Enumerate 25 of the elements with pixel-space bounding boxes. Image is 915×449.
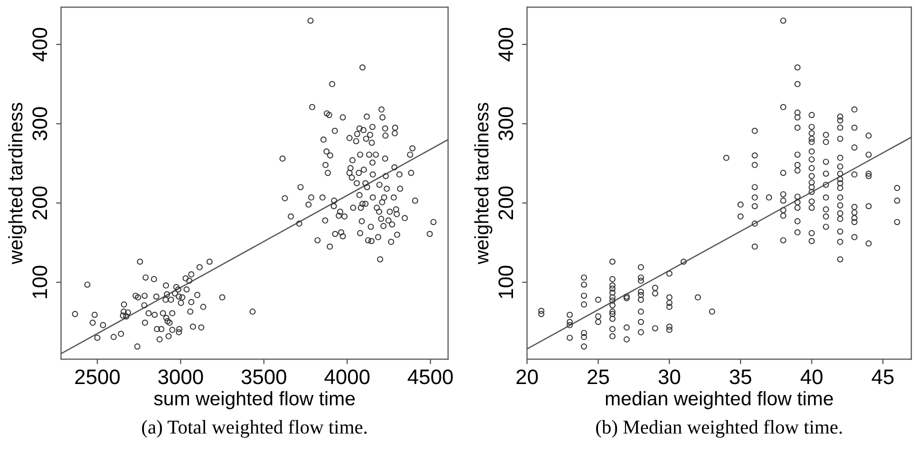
y-tick-label: 300 xyxy=(32,107,48,140)
y-tick-label: 400 xyxy=(32,28,48,62)
y-tick-label: 100 xyxy=(498,266,514,298)
x-tick-label: 20 xyxy=(516,369,538,384)
x-tick-label: 2500 xyxy=(75,369,120,384)
x-tick-label: 4000 xyxy=(324,369,370,384)
x-tick-label: 45 xyxy=(872,370,894,384)
x-axis-title: median weighted flow time xyxy=(606,391,833,410)
x-tick-label: 25 xyxy=(588,369,609,384)
y-tick-label: 400 xyxy=(498,28,514,62)
text: (a) Total weighted flow time. xyxy=(142,420,367,438)
x-tick-label: 40 xyxy=(800,369,822,384)
x-tick-label: 35 xyxy=(730,369,752,384)
y-tick-label: 100 xyxy=(32,266,48,298)
x-axis-title: sum weighted flow time xyxy=(154,391,355,410)
y-tick-label: 300 xyxy=(498,107,514,140)
y-tick-label: 200 xyxy=(498,186,514,220)
x-tick-label: 3000 xyxy=(158,369,203,384)
x-tick-label: 3500 xyxy=(242,369,286,384)
x-tick-label: 4500 xyxy=(408,369,453,384)
y-tick-label: 200 xyxy=(32,186,48,220)
y-axis-title: weighted tardiness xyxy=(474,102,492,264)
y-axis-title: weighted tardiness xyxy=(8,102,26,264)
text: (b) Median weighted flow time. xyxy=(596,420,842,438)
x-tick-label: 30 xyxy=(658,369,680,384)
